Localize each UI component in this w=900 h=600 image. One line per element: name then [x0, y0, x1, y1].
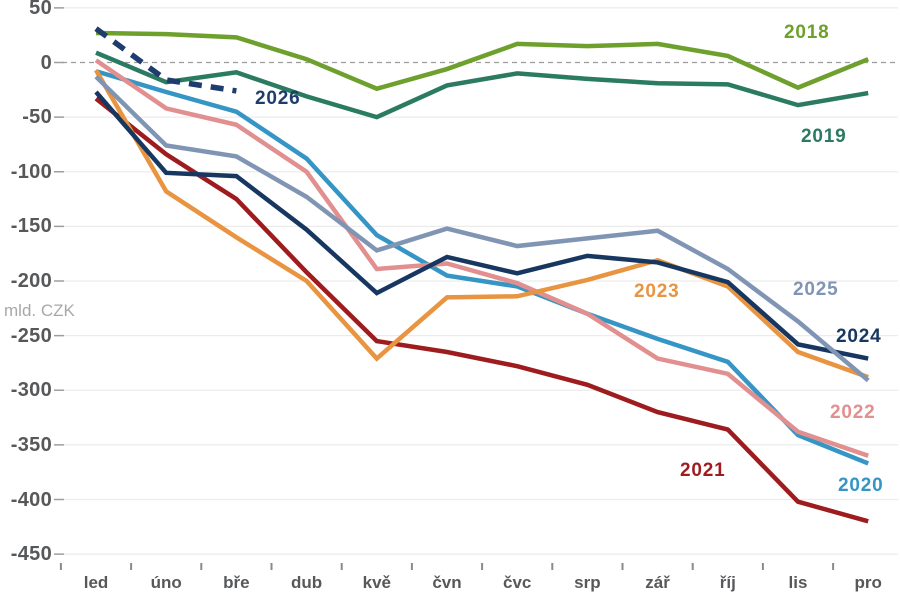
- x-axis-label-9: říj: [719, 573, 736, 592]
- series-line-2022: [94, 58, 869, 458]
- x-axis-label-10: lis: [788, 573, 808, 592]
- y-tick-label: -250: [10, 324, 52, 347]
- y-tick-label: -100: [10, 160, 52, 183]
- y-axis-unit-label: mld. CZK: [4, 301, 75, 320]
- series-label-2025: 2025: [793, 279, 839, 300]
- series-line-2020: [95, 69, 870, 466]
- x-axis-label-0: led: [83, 573, 109, 592]
- y-tick-label: 50: [29, 0, 52, 19]
- series-line-2018: [95, 30, 870, 92]
- series-line-2026: [94, 26, 237, 94]
- series-label-2026: 2026: [255, 88, 301, 109]
- x-axis-label-1: úno: [150, 573, 182, 592]
- y-tick-label: -150: [10, 215, 52, 238]
- y-tick-label: -50: [22, 106, 52, 129]
- series-line-2024: [94, 90, 869, 361]
- series-line-2025: [94, 75, 870, 383]
- y-tick-label: -200: [10, 270, 52, 292]
- x-axis-label-11: pro: [854, 573, 882, 592]
- series-label-2019: 2019: [801, 126, 847, 147]
- series-label-2020: 2020: [838, 475, 884, 496]
- series-line-2021: [94, 96, 869, 524]
- y-tick-label: -450: [10, 543, 52, 566]
- x-axis-label-2: bře: [223, 573, 250, 592]
- y-tick-label: -300: [10, 379, 52, 402]
- y-tick-label: -350: [10, 433, 52, 456]
- series-label-2018: 2018: [784, 22, 830, 43]
- x-axis-label-3: dub: [291, 573, 323, 592]
- series-line-2023: [94, 69, 869, 380]
- series-label-2023: 2023: [634, 281, 680, 302]
- series-label-2021: 2021: [680, 460, 726, 481]
- x-axis-label-5: čvn: [432, 573, 462, 592]
- x-axis-label-8: zář: [645, 573, 670, 592]
- series-line-2019: [95, 50, 869, 120]
- series-label-2024: 2024: [836, 326, 882, 347]
- y-tick-label: -400: [10, 488, 52, 511]
- x-axis-label-6: čvc: [503, 573, 532, 592]
- x-axis-label-7: srp: [574, 573, 601, 592]
- series-label-2022: 2022: [830, 402, 876, 423]
- x-axis-label-4: kvě: [362, 573, 391, 592]
- y-tick-label: 0: [40, 51, 52, 74]
